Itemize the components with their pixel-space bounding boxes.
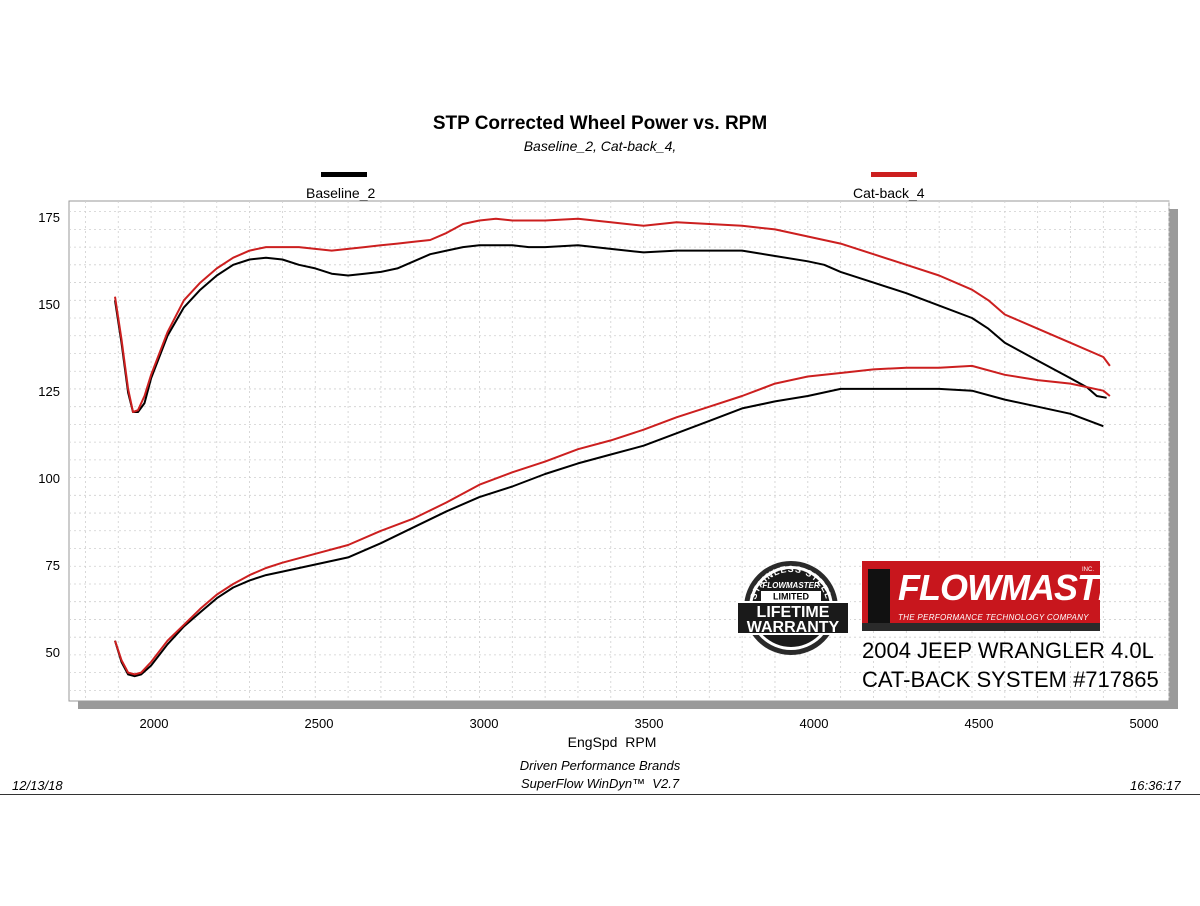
series-lines — [114, 217, 1111, 678]
legend-label-catback: Cat-back_4 — [853, 185, 925, 201]
chart-title: STP Corrected Wheel Power vs. RPM — [432, 113, 768, 134]
x-tick-label: 4500 — [964, 716, 994, 731]
legend-swatch-catback — [871, 172, 917, 177]
y-tick-label: 150 — [38, 297, 60, 312]
legend-swatch-baseline — [321, 172, 367, 177]
seal-lifetime: LIFETIME — [757, 604, 830, 621]
y-tick-label: 75 — [45, 558, 60, 573]
chart-subtitle: Baseline_2, Cat-back_4, — [523, 138, 677, 154]
flowmaster-flag-icon — [868, 569, 890, 623]
product-line-1: 2004 JEEP WRANGLER 4.0L — [862, 638, 1154, 663]
x-tick-label: 5000 — [1129, 716, 1159, 731]
warranty-seal-logo: STAINLESS STEEL FLOWMASTER LIMITED LIFET… — [736, 561, 850, 655]
series-line-catback-upper — [114, 217, 1111, 413]
footer-time: 16:36:17 — [1130, 778, 1181, 793]
footer-company: Driven Performance Brands — [519, 758, 681, 773]
product-line-2: CAT-BACK SYSTEM #717865 — [862, 667, 1159, 692]
y-tick-label: 50 — [45, 645, 60, 660]
legend-label-baseline: Baseline_2 — [306, 185, 376, 201]
x-tick-label: 2000 — [139, 716, 169, 731]
x-tick-label: 4000 — [799, 716, 829, 731]
footer-software: SuperFlow WinDyn™ V2.7 — [520, 776, 680, 791]
footer-divider — [0, 794, 1200, 795]
series-line-baseline-upper — [114, 244, 1107, 413]
seal-brand: FLOWMASTER — [762, 581, 820, 590]
x-tick-label: 3500 — [634, 716, 664, 731]
grid-lines — [69, 201, 1170, 701]
y-tick-label: 125 — [38, 384, 60, 399]
flowmaster-inc-mark: INC. — [1082, 567, 1094, 573]
seal-warranty: WARRANTY — [747, 619, 840, 636]
flowmaster-tagline: THE PERFORMANCE TECHNOLOGY COMPANY — [898, 613, 1089, 622]
flowmaster-wordmark: FLOWMASTER — [898, 567, 1100, 608]
seal-limited: LIMITED — [773, 592, 809, 602]
y-tick-label: 175 — [38, 210, 60, 225]
series-line-baseline-lower — [114, 387, 1104, 678]
x-tick-label: 2500 — [304, 716, 334, 731]
series-line-catback-lower — [114, 364, 1111, 676]
flowmaster-logo: FLOWMASTER THE PERFORMANCE TECHNOLOGY CO… — [862, 561, 1100, 631]
x-tick-label: 3000 — [469, 716, 499, 731]
y-tick-label: 100 — [38, 471, 60, 486]
x-axis-label: EngSpd RPM — [567, 734, 657, 750]
footer-date: 12/13/18 — [12, 778, 63, 793]
